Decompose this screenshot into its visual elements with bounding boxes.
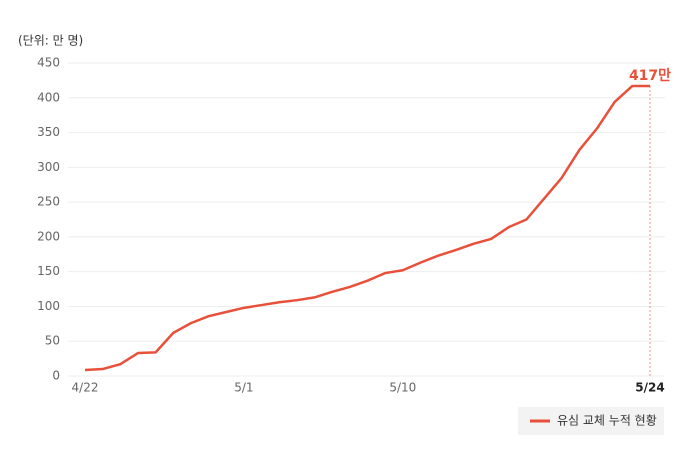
y-tick-label: 200 xyxy=(37,229,60,243)
y-tick-label: 400 xyxy=(37,90,60,104)
annotation: 417만 xyxy=(629,68,671,84)
legend-label: 유심 교체 누적 현황 xyxy=(557,414,657,428)
y-tick-label: 0 xyxy=(52,369,60,383)
y-tick-label: 350 xyxy=(37,125,60,139)
x-tick-label: 4/22 xyxy=(72,381,99,395)
y-tick-label: 50 xyxy=(45,334,60,348)
x-tick-label: 5/1 xyxy=(234,381,253,395)
unit-label: (단위: 만 명) xyxy=(18,34,83,48)
y-tick-label: 450 xyxy=(37,56,60,70)
y-tick-label: 250 xyxy=(37,195,60,209)
y-tick-label: 100 xyxy=(37,299,60,313)
x-tick-label: 5/10 xyxy=(389,381,416,395)
y-tick-label: 150 xyxy=(37,264,60,278)
x-tick-label: 5/24 xyxy=(635,381,664,395)
y-tick-label: 300 xyxy=(37,160,60,174)
line xyxy=(84,84,650,372)
